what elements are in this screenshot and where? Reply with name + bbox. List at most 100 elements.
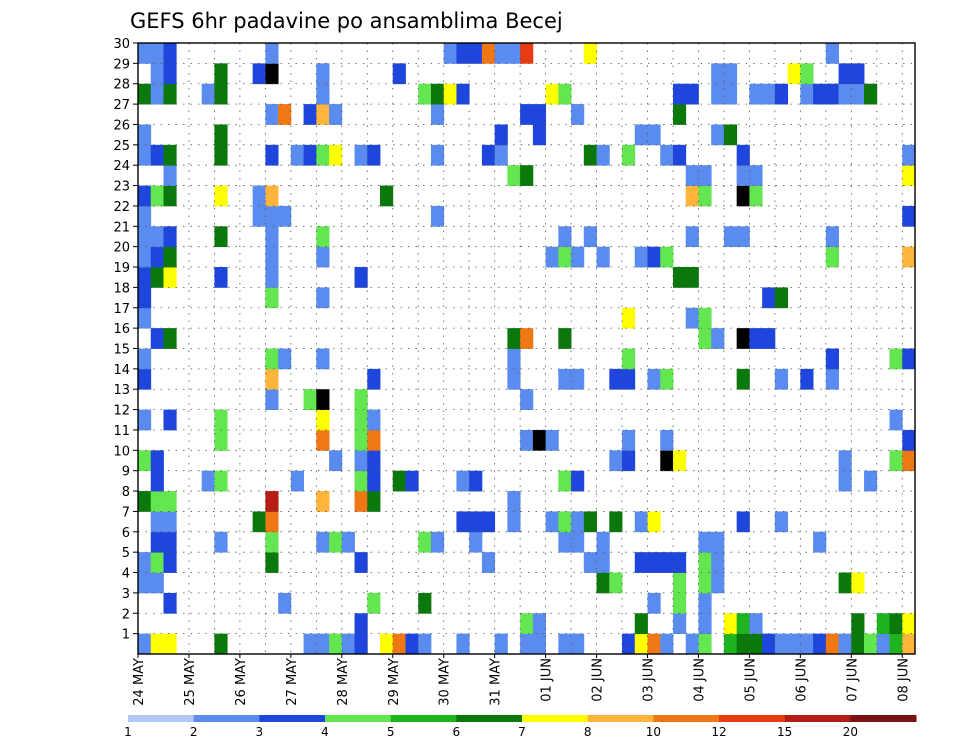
heatmap-cell (418, 83, 432, 105)
heatmap-cell (698, 328, 712, 349)
y-tick-label: 11 (113, 424, 130, 439)
heatmap-cell (583, 144, 597, 166)
heatmap-cell (265, 511, 279, 533)
heatmap-cell (545, 511, 559, 533)
y-tick-label: 23 (113, 180, 130, 195)
heatmap-cell (558, 368, 572, 390)
heatmap-cell (150, 328, 164, 349)
heatmap-cell (278, 104, 292, 125)
heatmap-cell (138, 144, 152, 166)
heatmap-cell (316, 389, 330, 410)
heatmap-cell (507, 328, 521, 349)
heatmap-cell (214, 83, 228, 105)
heatmap-cell (660, 246, 674, 268)
heatmap-cell (838, 633, 852, 655)
heatmap-cell (571, 633, 585, 655)
heatmap-cell (265, 43, 279, 64)
heatmap-cell (163, 531, 177, 553)
heatmap-cell (736, 328, 750, 349)
heatmap-cell (214, 429, 228, 451)
heatmap-cell (825, 348, 839, 370)
heatmap-cell (303, 389, 317, 410)
heatmap-cell (672, 572, 687, 594)
heatmap-cell (825, 368, 839, 390)
legend-swatch (325, 715, 392, 722)
heatmap-cell (749, 633, 763, 655)
heatmap-cell (558, 226, 572, 248)
heatmap-cell (647, 368, 661, 390)
chart-title: GEFS 6hr padavine po ansamblima Becej (130, 9, 563, 33)
heatmap-cell (838, 572, 852, 594)
heatmap-cell (698, 613, 712, 635)
x-tick-label: 30 MAY (438, 658, 453, 706)
heatmap-cell (774, 511, 789, 533)
heatmap-cell (150, 511, 164, 533)
x-tick-label: 07 JUN (845, 658, 860, 702)
heatmap-cell (609, 572, 623, 594)
heatmap-cell (290, 144, 304, 166)
heatmap-cell (545, 429, 559, 451)
heatmap-cell (469, 511, 483, 533)
heatmap-cell (150, 267, 164, 288)
heatmap-cell (698, 185, 712, 207)
y-tick-label: 27 (113, 98, 130, 113)
heatmap-cell (571, 368, 585, 390)
x-tick-label: 08 JUN (896, 658, 911, 702)
heatmap-cell (864, 83, 878, 105)
heatmap-cell (163, 185, 177, 207)
heatmap-cell (647, 552, 661, 573)
heatmap-cell (558, 511, 572, 533)
legend-swatch (259, 715, 326, 722)
x-tick-label: 26 MAY (234, 658, 249, 706)
heatmap-cell (252, 511, 266, 533)
heatmap-cell (354, 389, 368, 410)
heatmap-cell (354, 144, 368, 166)
heatmap-cell (265, 368, 279, 390)
heatmap-cell (571, 531, 585, 553)
heatmap-cell (443, 43, 457, 64)
heatmap-cell (138, 491, 152, 512)
legend: 1 2 3 4 5 6 7 8 10 12 15 20 (124, 715, 917, 739)
heatmap-cell (622, 144, 636, 166)
heatmap-cell (558, 633, 572, 655)
heatmap-cell (418, 592, 432, 614)
heatmap-cell (902, 633, 916, 655)
heatmap-cell (902, 165, 916, 186)
heatmap-cell (214, 531, 228, 553)
heatmap-cell (163, 267, 177, 288)
heatmap-cell (329, 531, 343, 553)
heatmap-cell (532, 104, 547, 125)
heatmap-cell (214, 144, 228, 166)
heatmap-cell (392, 633, 406, 655)
heatmap-cell (214, 63, 228, 85)
heatmap-cell (672, 104, 687, 125)
heatmap-cell (354, 450, 368, 472)
heatmap-cell (825, 246, 839, 268)
heatmap-cell (838, 83, 852, 105)
heatmap-cell (889, 613, 903, 635)
heatmap-cell (290, 470, 304, 492)
heatmap-cell (889, 348, 903, 370)
legend-label: 6 (453, 725, 461, 739)
heatmap-cell (265, 246, 279, 268)
heatmap-cell (825, 83, 839, 105)
heatmap-cell (685, 165, 699, 186)
legend-label: 3 (256, 725, 264, 739)
heatmap-cell (672, 552, 687, 573)
x-tick-label: 27 MAY (285, 658, 300, 706)
heatmap-cell (558, 470, 572, 492)
y-tick-label: 3 (122, 587, 130, 602)
heatmap-cell (749, 83, 763, 105)
heatmap-cell (787, 633, 801, 655)
legend-label: 8 (584, 725, 592, 739)
heatmap-cell (749, 165, 763, 186)
heatmap-cell (354, 409, 368, 431)
heatmap-cell (723, 83, 738, 105)
y-axis: 1234567891011121314151617181920212223242… (113, 37, 138, 643)
heatmap-cell (520, 613, 534, 635)
heatmap-cell (138, 572, 152, 594)
heatmap-cell (647, 246, 661, 268)
heatmap-cell (622, 368, 636, 390)
heatmap-cell (367, 144, 381, 166)
